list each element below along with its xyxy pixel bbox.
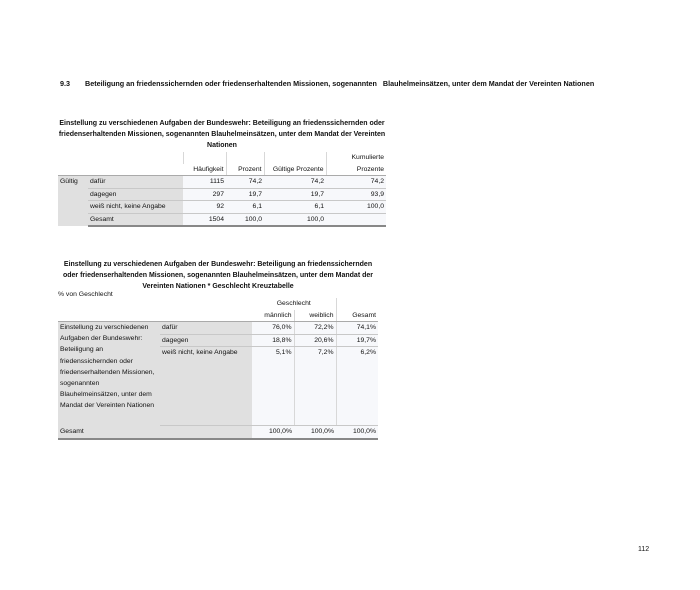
cell: 74,2 <box>264 175 326 189</box>
row-label: weiß nicht, keine Angabe <box>160 346 252 426</box>
table-row: dagegen 297 19,7 19,7 93,9 <box>58 188 386 201</box>
table-row-total: Gesamt 100,0% 100,0% 100,0% <box>58 425 378 440</box>
row-label: Gesamt <box>88 213 183 227</box>
row-label: Gesamt <box>58 425 160 440</box>
table1-title: Einstellung zu verschiedenen Aufgaben de… <box>58 120 386 149</box>
group-label: Gültig <box>58 175 88 226</box>
cell: 74,1% <box>335 321 378 335</box>
cell: 100,0 <box>264 213 326 227</box>
cell: 76,0% <box>252 321 294 335</box>
table-row: weiß nicht, keine Angabe 5,1% 7,2% 6,2% <box>58 346 378 426</box>
col-header: Prozente <box>325 163 386 176</box>
col-header: Häufigkeit <box>183 163 226 176</box>
cell: 100,0 <box>226 213 264 227</box>
table-row: Gültig dafür 1115 74,2 74,2 74,2 <box>58 175 386 226</box>
cell: 19,7 <box>226 188 264 201</box>
cell: 6,1 <box>264 200 326 214</box>
row-label: dagegen <box>160 334 252 347</box>
table2-subtitle: % von Geschlecht <box>58 291 113 298</box>
row-group-label: Einstellung zu verschiedenen Aufgaben de… <box>58 321 160 426</box>
row-label: dagegen <box>88 188 183 201</box>
cell: 74,2 <box>326 175 386 189</box>
col-header: männlich <box>252 309 294 322</box>
table-row: Gesamt 1504 100,0 100,0 <box>58 213 386 227</box>
cell: 20,6% <box>293 334 336 347</box>
col-header: Gültige Prozente <box>263 163 326 176</box>
cell: 93,9 <box>326 188 386 201</box>
row-label: weiß nicht, keine Angabe <box>88 200 183 214</box>
cell: 74,2 <box>226 175 264 189</box>
cell: 1504 <box>183 213 226 227</box>
cell: 92 <box>183 200 226 214</box>
cell: 19,7 <box>264 188 326 201</box>
table2-title: Einstellung zu verschiedenen Aufgaben de… <box>62 261 373 290</box>
cell <box>326 213 386 227</box>
cell: 100,0% <box>294 425 336 440</box>
cell: 100,0 <box>326 200 386 214</box>
col-header: Kumulierte <box>325 152 386 164</box>
table-row: Einstellung zu verschiedenen Aufgaben de… <box>58 321 378 426</box>
group-header: Geschlecht <box>276 300 311 307</box>
cell: 1115 <box>183 175 226 189</box>
cell: 18,8% <box>252 334 294 347</box>
crosstab-table: Geschlecht männlich weiblich Gesamt Eins… <box>58 298 378 440</box>
page-number: 112 <box>638 546 650 553</box>
cell: 72,2% <box>293 321 336 335</box>
row-label: dafür <box>160 321 252 335</box>
col-header: weiblich <box>293 309 336 322</box>
cell: 19,7% <box>335 334 378 347</box>
frequency-table: Kumulierte Häufigkeit Prozent Gültige Pr… <box>58 152 386 227</box>
cell: 7,2% <box>293 346 336 426</box>
cell: 6,1 <box>226 200 264 214</box>
cell: 297 <box>183 188 226 201</box>
cell: 100,0% <box>336 425 378 440</box>
table-row: dagegen 18,8% 20,6% 19,7% <box>58 334 378 347</box>
section-title: Beteiligung an friedenssichernden oder f… <box>85 79 595 88</box>
table-row: weiß nicht, keine Angabe 92 6,1 6,1 100,0 <box>58 200 386 214</box>
cell: 5,1% <box>252 346 294 426</box>
col-header: Gesamt <box>335 309 378 322</box>
cell: 100,0% <box>252 425 294 440</box>
col-header: Prozent <box>225 163 264 176</box>
section-number: 9.3 <box>60 79 70 88</box>
cell: 6,2% <box>335 346 378 426</box>
row-label: dafür <box>88 175 183 189</box>
